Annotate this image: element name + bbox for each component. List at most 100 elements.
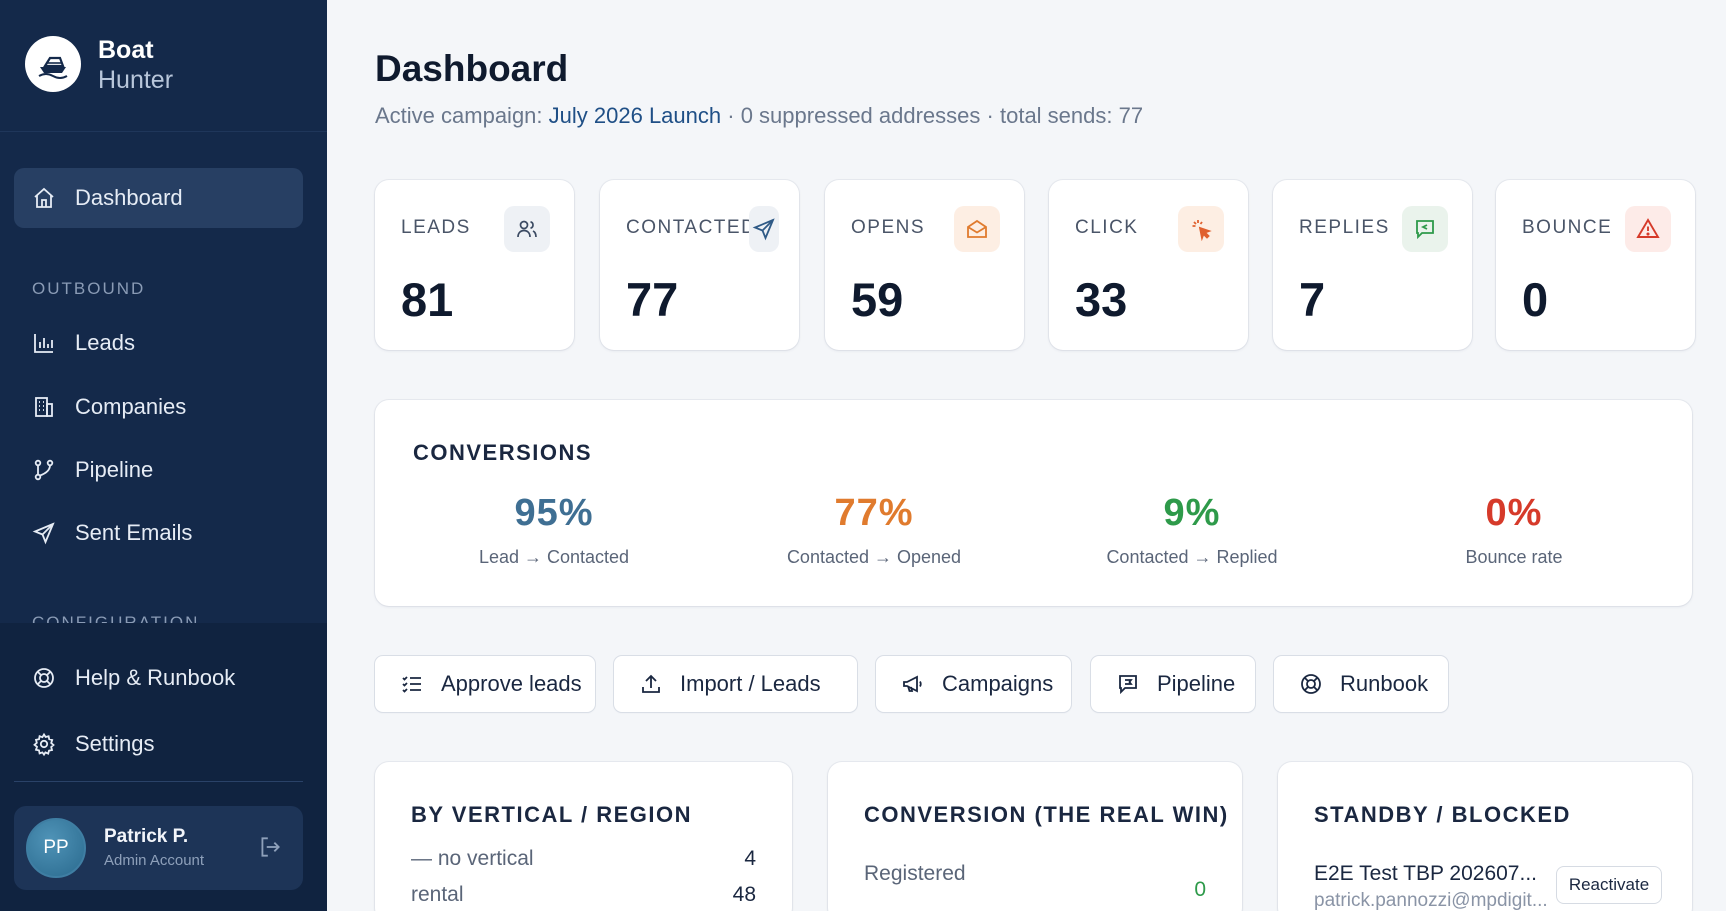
button-label: Approve leads: [441, 671, 582, 696]
suppressed-count: 0 suppressed addresses: [740, 103, 981, 128]
send-icon: [31, 520, 57, 546]
conversion-pct: 95%: [514, 492, 594, 534]
sidebar-item-companies[interactable]: Companies: [14, 377, 303, 437]
registered-label: Registered: [864, 862, 966, 885]
list-item[interactable]: rental 48: [411, 883, 756, 907]
stat-card-leads[interactable]: LEADS 81: [375, 180, 574, 350]
conversions-title: CONVERSIONS: [413, 440, 593, 465]
cursor-click-icon: [1178, 206, 1224, 252]
sidebar-item-help-runbook[interactable]: Help & Runbook: [14, 648, 303, 708]
user-role: Admin Account: [104, 852, 205, 869]
nav-section-outbound: OUTBOUND: [32, 279, 146, 298]
pipeline-button[interactable]: Pipeline: [1091, 656, 1255, 712]
home-icon: [31, 185, 57, 211]
conversion-bounce-rate: 0% Bounce rate: [1354, 492, 1674, 568]
stat-label: BOUNCE: [1522, 217, 1613, 238]
sidebar-item-leads[interactable]: Leads: [14, 313, 303, 373]
conversion-pct: 9%: [1163, 492, 1221, 534]
lifebuoy-icon: [31, 665, 57, 691]
by-vertical-panel: BY VERTICAL / REGION — no vertical 4 ren…: [375, 762, 792, 911]
brand: Boat Hunter: [0, 0, 327, 132]
avatar: PP: [26, 818, 86, 878]
upload-icon: [638, 671, 664, 697]
sidebar-item-label: Dashboard: [75, 185, 183, 210]
active-campaign-link[interactable]: July 2026 Launch: [548, 103, 722, 128]
separator: ·: [727, 103, 735, 128]
stat-value: 59: [851, 273, 904, 326]
boat-logo-icon: [25, 36, 81, 92]
separator: ·: [986, 103, 994, 128]
sidebar-item-dashboard[interactable]: Dashboard: [14, 168, 303, 228]
logout-icon[interactable]: [257, 834, 285, 862]
sidebar-item-settings[interactable]: Settings: [14, 714, 303, 774]
subtitle-prefix: Active campaign:: [375, 103, 543, 128]
sidebar-item-label: Leads: [75, 330, 135, 355]
vertical-label: — no vertical: [411, 847, 534, 870]
sidebar: Boat Hunter Dashboard OUTBOUND Leads Com…: [0, 0, 327, 911]
page-title: Dashboard: [375, 48, 569, 89]
user-card[interactable]: PP Patrick P. Admin Account: [14, 806, 303, 890]
sidebar-item-sent-emails[interactable]: Sent Emails: [14, 503, 303, 563]
sidebar-item-pipeline[interactable]: Pipeline: [14, 440, 303, 500]
panel-title: BY VERTICAL / REGION: [411, 802, 693, 827]
conversion-pct: 0%: [1485, 492, 1543, 534]
user-name: Patrick P.: [104, 826, 189, 847]
users-icon: [504, 206, 550, 252]
sidebar-item-label: Pipeline: [75, 457, 154, 482]
campaigns-button[interactable]: Campaigns: [876, 656, 1071, 712]
branch-icon: [31, 457, 57, 483]
nav-section-configuration: CONFIGURATION: [32, 613, 200, 624]
conversion-label: Contacted → Replied: [1106, 547, 1278, 567]
stat-value: 7: [1299, 273, 1326, 326]
list-item: Registered 0: [864, 862, 1206, 901]
vertical-count: 4: [744, 847, 756, 870]
stat-card-contacted[interactable]: CONTACTED 77: [600, 180, 799, 350]
button-label: Pipeline: [1157, 671, 1236, 696]
conversion-lead-contacted: 95% Lead → Contacted: [394, 492, 714, 568]
conversion-label: Contacted → Opened: [786, 547, 962, 567]
total-sends: total sends: 77: [999, 103, 1144, 128]
conversion-pct: 77%: [834, 492, 914, 534]
send-icon: [749, 206, 779, 252]
stat-label: CONTACTED: [626, 217, 757, 238]
conversion-real-win-panel: CONVERSION (THE REAL WIN) Registered 0: [828, 762, 1242, 911]
sidebar-item-label: Companies: [75, 394, 187, 419]
import-leads-button[interactable]: Import / Leads: [614, 656, 857, 712]
stat-label: LEADS: [401, 217, 471, 238]
vertical-label: rental: [411, 883, 464, 906]
building-icon: [31, 394, 57, 420]
stat-card-bounce[interactable]: BOUNCE 0: [1496, 180, 1695, 350]
conversion-contacted-opened: 77% Contacted → Opened: [714, 492, 1034, 568]
brand-subtitle: Hunter: [98, 66, 174, 94]
reactivate-button[interactable]: Reactivate: [1556, 866, 1662, 904]
panel-title: CONVERSION (THE REAL WIN): [864, 802, 1229, 827]
standby-blocked-panel: STANDBY / BLOCKED E2E Test TBP 202607...…: [1278, 762, 1692, 911]
list-item[interactable]: — no vertical 4: [411, 847, 756, 871]
stat-label: OPENS: [851, 217, 926, 238]
conversions-card: CONVERSIONS 95% Lead → Contacted 77% Con…: [375, 400, 1692, 606]
lifebuoy-icon: [1298, 671, 1324, 697]
page-subtitle: Active campaign: July 2026 Launch · 0 su…: [375, 103, 1143, 129]
button-label: Import / Leads: [680, 671, 821, 696]
stat-card-opens[interactable]: OPENS 59: [825, 180, 1024, 350]
flag-message-icon: [1115, 671, 1141, 697]
approve-leads-button[interactable]: Approve leads: [375, 656, 595, 712]
runbook-button[interactable]: Runbook: [1274, 656, 1448, 712]
warning-icon: [1625, 206, 1671, 252]
bar-chart-icon: [31, 330, 57, 356]
conversion-contacted-replied: 9% Contacted → Replied: [1032, 492, 1352, 568]
sidebar-item-label: Help & Runbook: [75, 665, 236, 690]
button-label: Campaigns: [942, 671, 1054, 696]
registered-count: 0: [1194, 878, 1206, 901]
divider: [14, 781, 303, 782]
stat-value: 0: [1522, 273, 1549, 326]
checklist-icon: [399, 671, 425, 697]
stat-card-replies[interactable]: REPLIES 7: [1273, 180, 1472, 350]
blocked-lead-email: patrick.pannozzi@mpdigit...: [1314, 890, 1548, 911]
sidebar-item-label: Settings: [75, 731, 155, 756]
megaphone-icon: [900, 671, 926, 697]
sidebar-item-label: Sent Emails: [75, 520, 193, 545]
stat-card-click[interactable]: CLICK 33: [1049, 180, 1248, 350]
blocked-lead-name: E2E Test TBP 202607...: [1314, 862, 1537, 885]
envelope-open-icon: [954, 206, 1000, 252]
